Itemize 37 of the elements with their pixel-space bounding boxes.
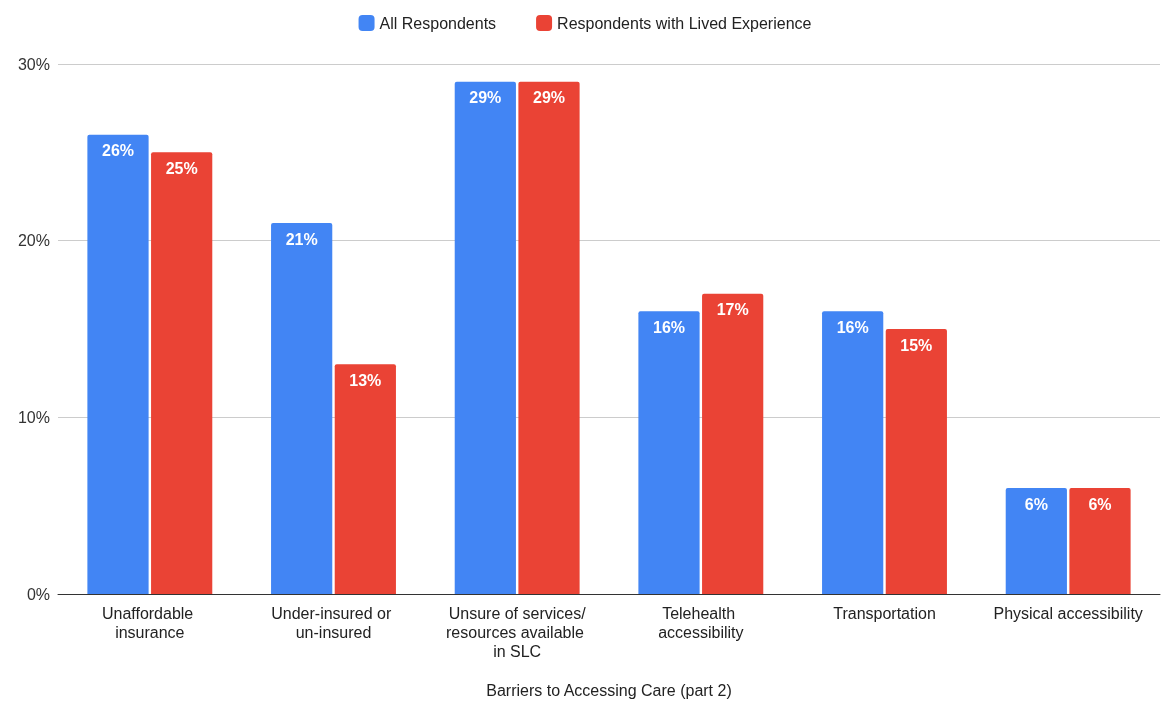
bar — [885, 329, 947, 594]
bar — [271, 223, 333, 594]
data-label: 15% — [900, 336, 933, 354]
data-label: 16% — [836, 318, 869, 336]
x-tick-label: Unsure of services/resources available in SLC — [446, 605, 589, 660]
data-label: 21% — [285, 230, 318, 248]
bar — [454, 81, 516, 594]
data-label: 25% — [165, 159, 198, 177]
bar — [702, 293, 764, 594]
bar — [334, 364, 396, 594]
data-label: 6% — [1088, 495, 1112, 513]
data-label: 29% — [469, 89, 502, 107]
data-label: 6% — [1024, 495, 1048, 513]
legend-label: All Respondents — [379, 14, 497, 32]
bar — [638, 311, 700, 594]
y-tick-label: 10% — [17, 408, 50, 426]
x-tick-label: Unaffordable insurance — [101, 605, 198, 641]
bar — [1069, 488, 1131, 594]
y-tick-label: 30% — [17, 55, 50, 73]
data-label: 29% — [532, 89, 566, 107]
x-tick-label: Under-insured or un-insured — [271, 605, 396, 641]
bar — [87, 134, 149, 594]
bar — [1005, 488, 1067, 594]
data-label: 17% — [716, 301, 749, 319]
bar — [151, 152, 213, 594]
bar — [822, 311, 884, 594]
x-tick-label: Physical accessibility — [993, 605, 1143, 622]
x-axis-title: Barriers to Accessing Care (part 2) — [486, 681, 732, 699]
x-tick-label: Transportation — [833, 605, 936, 622]
legend-label: Respondents with Lived Experience — [557, 14, 812, 32]
data-label: 13% — [349, 371, 382, 389]
data-label: 26% — [101, 142, 135, 160]
y-tick-label: 0% — [26, 585, 50, 603]
bar — [518, 81, 580, 594]
x-tick-label: Telehealth accessibility — [658, 605, 744, 641]
data-label: 16% — [652, 318, 686, 336]
y-tick-label: 20% — [17, 232, 50, 250]
